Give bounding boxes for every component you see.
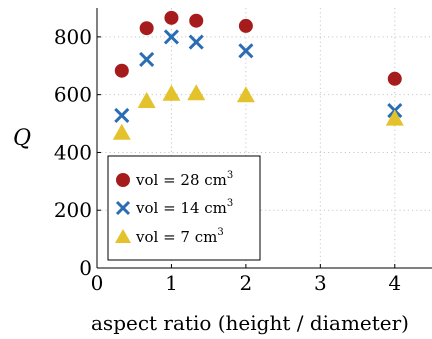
point-s2-4 bbox=[236, 86, 255, 103]
legend-entry-14: vol = 14 cm3 bbox=[115, 198, 233, 217]
x-tick-label-3: 3 bbox=[314, 271, 327, 295]
point-s2-1 bbox=[137, 92, 156, 109]
legend-triangle-marker bbox=[115, 229, 131, 243]
point-s0-2 bbox=[164, 10, 179, 25]
point-s2-2 bbox=[162, 84, 181, 101]
legend-entry-7: vol = 7 cm3 bbox=[115, 227, 224, 246]
point-s0-1 bbox=[139, 21, 154, 36]
point-s1-0 bbox=[114, 107, 130, 124]
y-tick-label-600: 600 bbox=[54, 83, 92, 107]
svg-text:vol = 7 cm3: vol = 7 cm3 bbox=[135, 227, 224, 246]
legend-label-7: vol = 7 cm bbox=[135, 228, 217, 246]
point-s0-4 bbox=[238, 18, 253, 33]
x-tick-label-2: 2 bbox=[240, 271, 253, 295]
point-s2-5 bbox=[385, 109, 404, 126]
legend-label-14-sup: 3 bbox=[227, 198, 233, 209]
series-0 bbox=[114, 10, 402, 86]
legend-circle-marker bbox=[116, 173, 130, 187]
point-s1-3 bbox=[188, 34, 204, 50]
x-tick-label-0: 0 bbox=[91, 271, 104, 295]
svg-text:vol = 28 cm3: vol = 28 cm3 bbox=[135, 170, 233, 189]
point-s2-3 bbox=[187, 84, 206, 101]
x-tick-label-1: 1 bbox=[165, 271, 178, 295]
legend-label-28-sup: 3 bbox=[227, 170, 233, 181]
legend-entry-28: vol = 28 cm3 bbox=[116, 170, 233, 189]
legend-label-14: vol = 14 cm bbox=[135, 199, 227, 217]
legend-box bbox=[107, 155, 261, 261]
svg-text:vol = 14 cm3: vol = 14 cm3 bbox=[135, 198, 233, 217]
legend-label-7-sup: 3 bbox=[217, 227, 223, 238]
axes bbox=[96, 8, 432, 269]
legend-x-marker bbox=[115, 200, 131, 216]
y-tick-label-0: 0 bbox=[79, 256, 92, 280]
series-1 bbox=[114, 29, 403, 124]
x-axis-label: aspect ratio (height / diameter) bbox=[91, 311, 409, 335]
series-2 bbox=[112, 84, 404, 140]
data-marks bbox=[112, 10, 404, 140]
legend-label-28: vol = 28 cm bbox=[135, 171, 227, 189]
y-tick-label-400: 400 bbox=[54, 140, 92, 164]
point-s0-0 bbox=[114, 63, 129, 78]
point-s1-4 bbox=[238, 43, 254, 59]
point-s0-5 bbox=[387, 71, 402, 86]
x-tick-label-4: 4 bbox=[388, 271, 401, 295]
point-s2-0 bbox=[112, 123, 131, 140]
point-s1-1 bbox=[139, 51, 155, 67]
point-s1-2 bbox=[163, 29, 180, 45]
y-tick-label-200: 200 bbox=[54, 198, 92, 222]
legend: vol = 28 cm3 vol = 14 cm3 vol = 7 cm3 bbox=[107, 155, 261, 261]
y-axis-label: Q bbox=[13, 126, 31, 151]
y-tick-label-800: 800 bbox=[54, 25, 92, 49]
point-s0-3 bbox=[189, 13, 204, 28]
tick-labels: 0 1 2 3 4 0 200 400 600 800 bbox=[54, 25, 401, 295]
